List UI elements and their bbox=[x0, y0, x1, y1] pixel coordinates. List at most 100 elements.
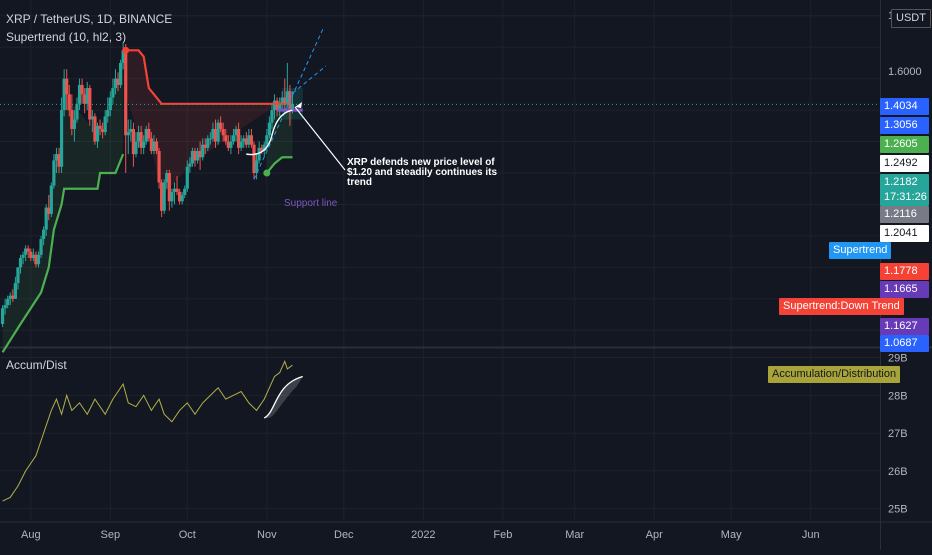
candle-body bbox=[221, 128, 225, 136]
time-axis-tick-label: 2022 bbox=[411, 529, 435, 541]
candle-body bbox=[280, 97, 284, 104]
time-axis-tick-label: Aug bbox=[21, 529, 41, 541]
candle-body bbox=[65, 78, 69, 95]
candle-body bbox=[183, 188, 187, 196]
candle-body bbox=[172, 188, 177, 192]
accum-dist-axis-tick-label: 25B bbox=[888, 504, 908, 516]
supertrend-sell-marker bbox=[122, 46, 130, 54]
candle-body bbox=[126, 132, 130, 136]
candle-body bbox=[219, 122, 223, 129]
candle-body bbox=[234, 128, 238, 136]
candle-body bbox=[49, 185, 53, 214]
candle-body bbox=[103, 116, 107, 133]
candle-body bbox=[216, 122, 220, 142]
price-tag: 1.3056 bbox=[880, 117, 929, 134]
candle-body bbox=[11, 295, 15, 299]
accum-dist-series-label: Accumulation/Distribution bbox=[768, 366, 901, 383]
price-tag: 1.2116 bbox=[880, 206, 929, 223]
candle-body bbox=[116, 78, 120, 85]
candle-body bbox=[211, 128, 215, 139]
candle-body bbox=[201, 144, 205, 158]
candle-body bbox=[121, 50, 125, 63]
candle-body bbox=[208, 138, 212, 140]
candle-body bbox=[162, 182, 166, 211]
callout-arrow-head bbox=[295, 101, 303, 108]
candle-body bbox=[8, 295, 12, 299]
time-axis-tick-label: Apr bbox=[646, 529, 663, 541]
downtrend-fill bbox=[125, 50, 288, 197]
candle-body bbox=[262, 144, 266, 151]
candle-body bbox=[29, 251, 33, 258]
currency-label[interactable]: USDT bbox=[891, 9, 931, 28]
accum-dist-axis-tick-label: 29B bbox=[888, 353, 908, 365]
candle-body bbox=[144, 128, 148, 142]
candle-body bbox=[39, 239, 43, 255]
candle-body bbox=[188, 163, 192, 167]
price-axis-tick-label: 1.6000 bbox=[888, 66, 922, 78]
candle-body bbox=[93, 116, 97, 142]
candle-body bbox=[165, 173, 169, 183]
candle-body bbox=[190, 150, 195, 164]
candle-body bbox=[62, 78, 66, 111]
accum-dist-pane-title[interactable]: Accum/Dist bbox=[6, 358, 67, 372]
time-axis-tick-label: May bbox=[721, 529, 742, 541]
candle-body bbox=[249, 135, 254, 145]
candle-body bbox=[195, 150, 200, 161]
time-axis-tick-label: Sep bbox=[101, 529, 121, 541]
candle-body bbox=[59, 110, 64, 167]
candle-body bbox=[3, 305, 7, 309]
candle-body bbox=[157, 150, 161, 183]
price-tag: 1.2492 bbox=[880, 155, 929, 172]
price-tag: 17:31:26 bbox=[880, 189, 929, 206]
symbol-title[interactable]: XRP / TetherUS, 1D, BINANCE bbox=[6, 12, 173, 26]
candle-body bbox=[129, 128, 133, 133]
candle-body bbox=[203, 144, 207, 148]
candle-body bbox=[85, 88, 89, 104]
price-tag: 1.2182 bbox=[880, 174, 929, 191]
uptrend-fill bbox=[2, 56, 124, 353]
candle-body bbox=[54, 154, 59, 161]
candle-body bbox=[290, 103, 295, 111]
candle-body bbox=[75, 103, 79, 120]
candle-body bbox=[6, 298, 10, 306]
time-axis-tick-label: Nov bbox=[257, 529, 277, 541]
candle-body bbox=[267, 122, 271, 136]
candle-body bbox=[142, 141, 146, 148]
candle-body bbox=[118, 62, 123, 85]
price-tag: 1.1778 bbox=[880, 263, 929, 280]
callout-annotation: XRP defends new price level of $1.20 and… bbox=[347, 158, 497, 188]
candle-body bbox=[88, 88, 92, 120]
candle-body bbox=[13, 283, 17, 299]
supertrend-up-line bbox=[265, 156, 293, 174]
time-axis-tick-label: Mar bbox=[565, 529, 584, 541]
candle-body bbox=[260, 147, 264, 151]
candle-body bbox=[193, 150, 197, 161]
candle-body bbox=[206, 138, 210, 148]
candle-body bbox=[278, 103, 282, 111]
candle-body bbox=[270, 110, 274, 123]
price-tag: 1.4034 bbox=[880, 98, 929, 115]
supertrend-up-line bbox=[1, 153, 125, 353]
price-tag: 1.2605 bbox=[880, 136, 929, 153]
price-tag: 1.1627 bbox=[880, 318, 929, 335]
candle-body bbox=[72, 119, 77, 129]
candle-body bbox=[98, 125, 102, 129]
callout-line: XRP defends new price level of bbox=[347, 157, 495, 168]
candle-body bbox=[170, 191, 174, 202]
support-line-label: Support line bbox=[284, 198, 338, 209]
candle-body bbox=[34, 254, 38, 265]
candle-body bbox=[77, 84, 82, 104]
callout-line: $1.20 and steadily continues its bbox=[347, 167, 498, 178]
candle-body bbox=[113, 78, 118, 89]
candle-body bbox=[24, 248, 28, 255]
indicator-title[interactable]: Supertrend (10, hl2, 3) bbox=[6, 30, 127, 44]
candle-body bbox=[139, 132, 143, 148]
candle-body bbox=[101, 128, 105, 133]
time-axis-tick-label: Dec bbox=[334, 529, 354, 541]
candle-body bbox=[0, 308, 5, 324]
candle-body bbox=[67, 94, 71, 111]
candle-body bbox=[237, 128, 241, 148]
